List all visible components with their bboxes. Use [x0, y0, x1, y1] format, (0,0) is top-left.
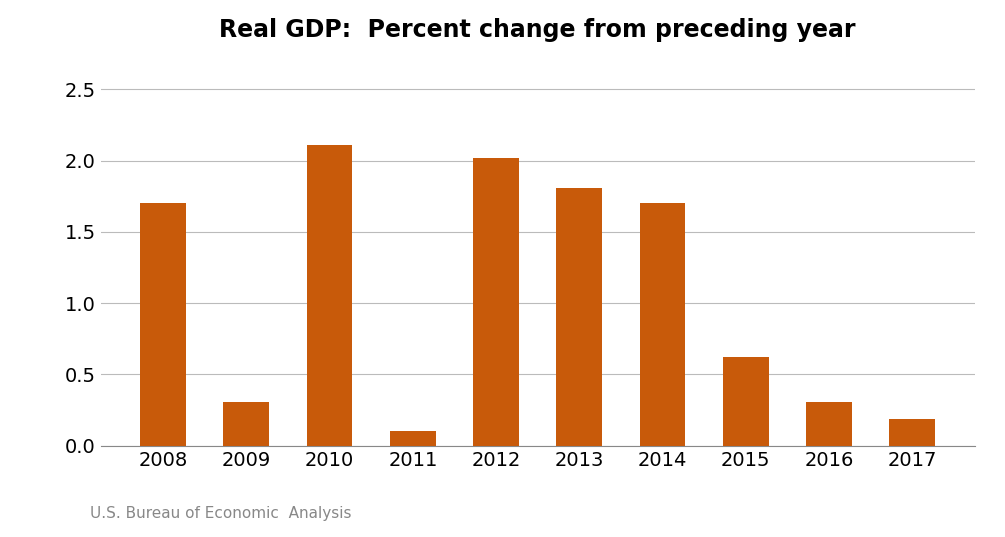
Bar: [473, 158, 519, 446]
Bar: [223, 402, 269, 446]
Title: Real GDP:  Percent change from preceding year: Real GDP: Percent change from preceding …: [219, 18, 856, 42]
Text: U.S. Bureau of Economic  Analysis: U.S. Bureau of Economic Analysis: [90, 506, 352, 521]
Bar: [557, 188, 602, 446]
Bar: [141, 204, 186, 446]
Bar: [307, 145, 353, 446]
Bar: [639, 204, 685, 446]
Bar: [889, 419, 935, 446]
Bar: [806, 402, 852, 446]
Bar: [723, 357, 769, 446]
Bar: [390, 431, 436, 446]
